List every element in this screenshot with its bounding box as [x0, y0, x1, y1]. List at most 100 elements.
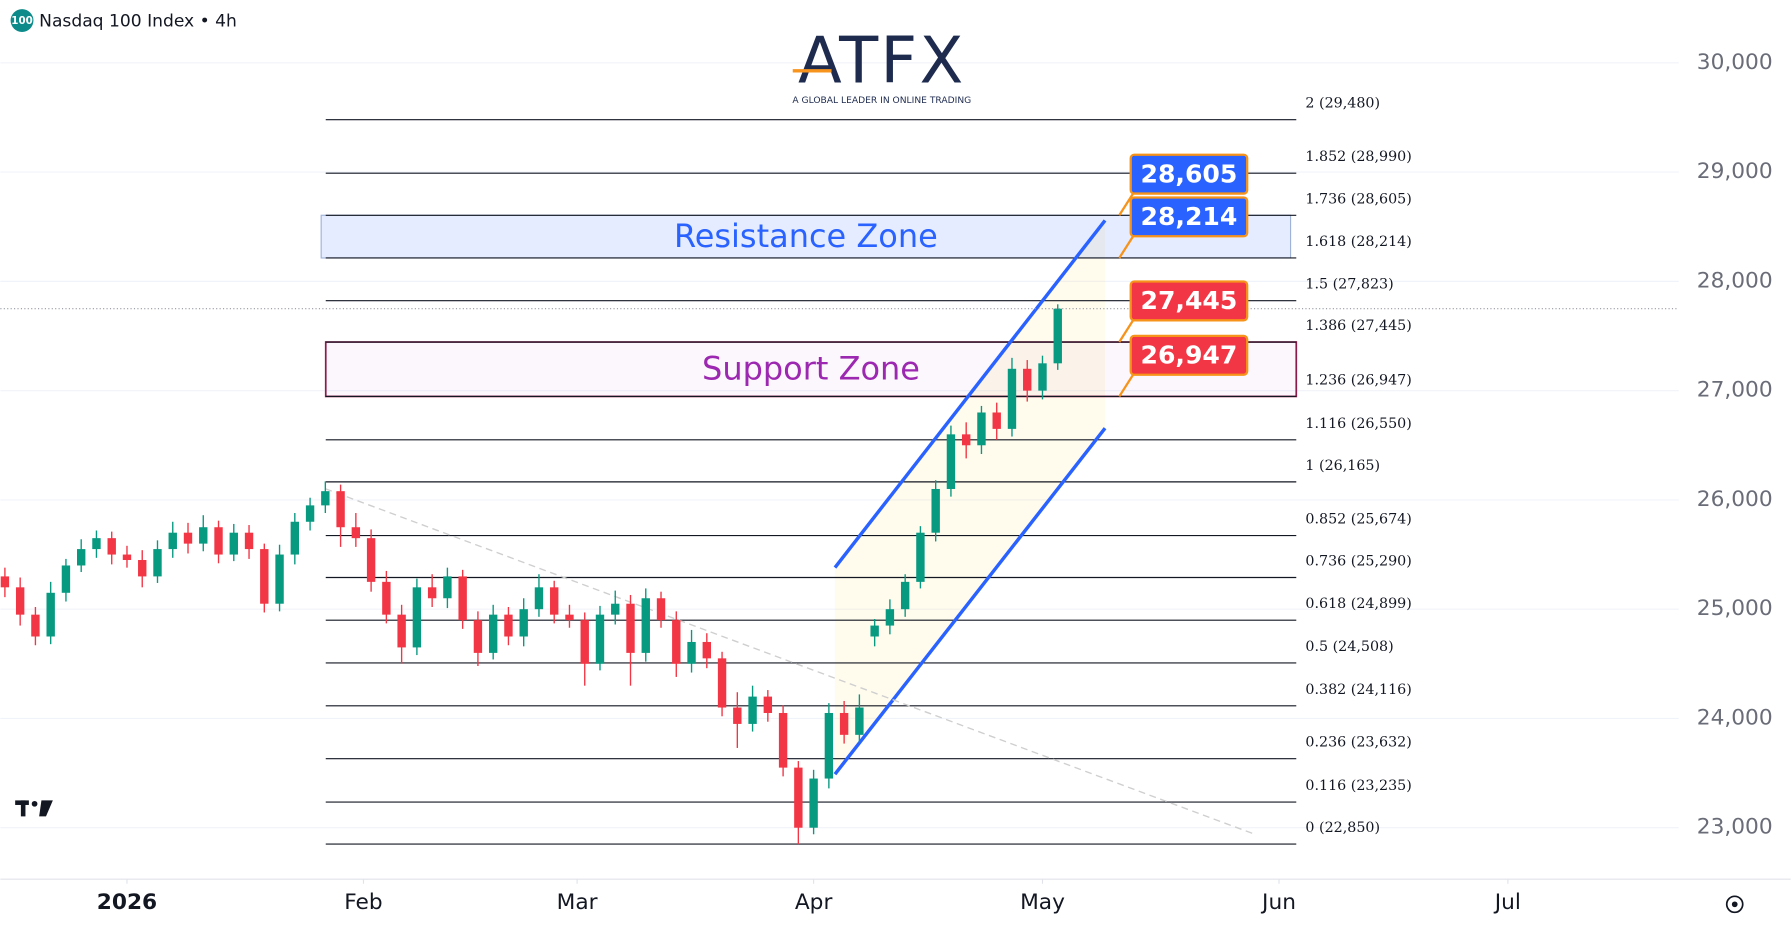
- channel-fill: [834, 220, 1106, 775]
- candle-body: [992, 412, 1001, 429]
- fib-label: 1.236 (26,947): [1305, 372, 1411, 388]
- x-tick-label: May: [1020, 890, 1065, 915]
- candle-body: [565, 614, 574, 621]
- candle-body: [382, 581, 391, 615]
- candle-body: [1038, 363, 1047, 391]
- fib-label: 2 (29,480): [1305, 96, 1380, 112]
- symbol-title[interactable]: Nasdaq 100 Index • 4h: [39, 12, 237, 32]
- candle-body: [1053, 308, 1062, 364]
- fib-label: 1.5 (27,823): [1305, 277, 1393, 293]
- tradingview-logo[interactable]: [15, 800, 53, 817]
- candle-body: [931, 488, 940, 533]
- candle-body: [153, 549, 162, 577]
- candle-body: [839, 712, 849, 735]
- zone-label: Support Zone: [702, 349, 920, 387]
- x-tick-label: Apr: [795, 890, 833, 915]
- price-tag-label: 26,947: [1140, 340, 1237, 369]
- fib-label: 0.852 (25,674): [1305, 512, 1411, 528]
- candle-body: [199, 527, 208, 544]
- candle-body: [366, 538, 376, 582]
- candle-body: [351, 527, 361, 539]
- tv-logo-part: [39, 800, 53, 817]
- candle-body: [946, 434, 956, 489]
- fib-label: 0.618 (24,899): [1305, 596, 1411, 612]
- price-tag: [1129, 280, 1249, 322]
- candle-body: [92, 538, 101, 550]
- candle-body: [336, 491, 345, 528]
- main-layer: Resistance Zone Support Zone 0 (22,850) 0.1…: [0, 96, 1679, 845]
- candle-body: [183, 532, 193, 544]
- candle-body: [687, 641, 696, 664]
- candle-body: [611, 603, 620, 615]
- fib-label: 0.736 (25,290): [1305, 554, 1411, 570]
- candle-body: [550, 587, 559, 615]
- y-tick-label: 29,000: [1697, 159, 1773, 184]
- symbol-badge[interactable]: [10, 9, 34, 32]
- candle-body: [733, 707, 742, 724]
- candle-body: [916, 532, 925, 582]
- zone-label: Resistance Zone: [674, 217, 938, 255]
- x-tick-label: Mar: [557, 890, 598, 915]
- candle-body: [77, 549, 86, 566]
- price-tag: [1129, 196, 1249, 238]
- price-tag: [1129, 334, 1249, 376]
- price-tag-label: 28,605: [1140, 159, 1237, 188]
- candle-body: [290, 521, 300, 555]
- trendline: [325, 488, 1254, 835]
- candle-body: [595, 614, 605, 664]
- candle-body: [962, 434, 971, 446]
- y-tick-label: 26,000: [1697, 487, 1773, 512]
- fib-label: 1.618 (28,214): [1305, 234, 1411, 250]
- y-tick-label: 24,000: [1697, 705, 1773, 730]
- candle-body: [641, 598, 650, 653]
- candle-body: [870, 625, 879, 637]
- candle-body: [1007, 368, 1017, 429]
- candle-body: [855, 707, 864, 735]
- logo-name: ATFX: [798, 25, 966, 99]
- fib-label: 0.5 (24,508): [1305, 639, 1393, 655]
- candle-body: [138, 560, 147, 577]
- candle-body: [672, 620, 681, 664]
- candle-body: [122, 554, 132, 561]
- candle-body: [977, 412, 986, 446]
- settings-icon[interactable]: [1725, 895, 1744, 914]
- candle-body: [61, 565, 71, 593]
- candle-body: [794, 767, 803, 828]
- trendline: [833, 427, 1107, 776]
- x-tick-label: Jun: [1260, 890, 1296, 915]
- candle-body: [534, 587, 544, 610]
- fib-label: 0.236 (23,632): [1305, 735, 1411, 751]
- price-tag-label: 28,214: [1140, 202, 1237, 231]
- fib-label: 1.852 (28,990): [1305, 149, 1411, 165]
- candle-body: [229, 532, 238, 555]
- candle-body: [778, 712, 788, 768]
- x-tick-label: Feb: [344, 890, 382, 915]
- fib-label: 1.736 (28,605): [1305, 191, 1411, 207]
- candle-body: [321, 491, 330, 506]
- x-tick-label: Jul: [1493, 890, 1521, 915]
- candle-body: [580, 620, 589, 664]
- tv-logo-part: [20, 800, 26, 817]
- candle-body: [488, 614, 498, 653]
- x-tick-label: 2026: [97, 890, 157, 915]
- y-tick-label: 27,000: [1697, 378, 1773, 403]
- candle-body: [214, 527, 223, 555]
- candle-body: [107, 538, 116, 555]
- candle-body: [305, 505, 315, 522]
- badge-text: 100: [11, 15, 32, 27]
- candle-body: [412, 587, 422, 648]
- fib-label: 0 (22,850): [1305, 820, 1380, 836]
- candle-body: [900, 581, 910, 610]
- candle-body: [748, 696, 757, 724]
- candle-body: [824, 712, 834, 779]
- candle-body: [809, 778, 818, 828]
- candle-body: [885, 609, 895, 626]
- price-tag: [1129, 153, 1249, 195]
- candle-body: [15, 587, 25, 615]
- fib-label: 1.116 (26,550): [1305, 416, 1411, 432]
- fib-label: 1.386 (27,445): [1305, 318, 1411, 334]
- y-tick-label: 30,000: [1697, 50, 1773, 75]
- candle-body: [763, 696, 773, 713]
